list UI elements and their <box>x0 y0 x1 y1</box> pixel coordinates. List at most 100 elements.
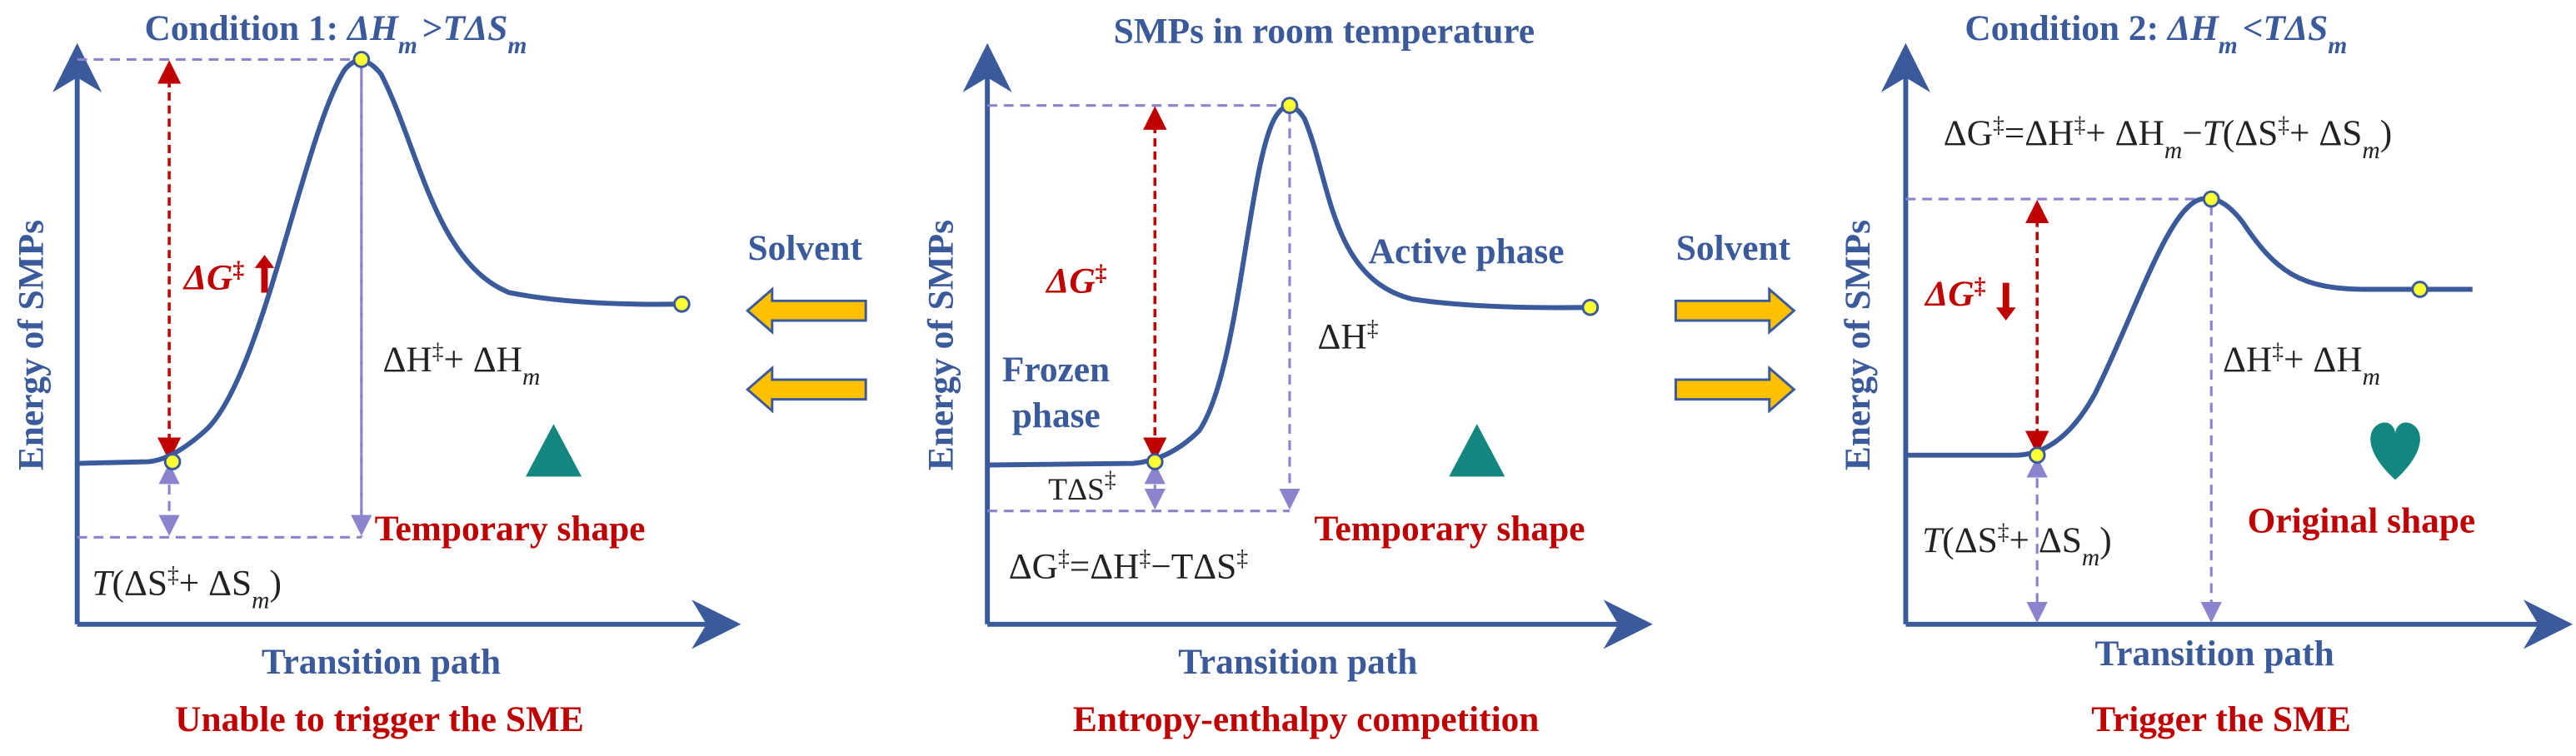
active-phase-label: Active phase <box>1369 231 1565 271</box>
equation: ΔG‡=ΔH‡−TΔS‡ <box>1009 545 1248 587</box>
state-point <box>1281 97 1299 115</box>
text-part: + ΔS <box>2289 113 2362 153</box>
equation: ΔG‡=ΔH‡+ ΔHm−T(ΔS‡+ ΔSm) <box>1944 111 2392 163</box>
text-part: ΔH <box>2223 340 2272 380</box>
shape-label: Temporary shape <box>1315 509 1585 549</box>
x-label: Transition path <box>1178 642 1417 682</box>
frozen-phase-label: Frozen <box>1002 350 1110 390</box>
solvent-label: Solvent <box>1676 228 1791 268</box>
text-part: + ΔH <box>443 340 522 380</box>
increase-arrow <box>254 255 275 293</box>
text-part: ‡ <box>1993 111 2004 137</box>
title: SMPs in room temperature <box>1114 12 1535 52</box>
text-part: ΔG <box>1009 547 1058 587</box>
y-label: Energy of SMPs <box>1838 220 1878 470</box>
text-part: + ΔH <box>2085 113 2164 153</box>
heart-icon <box>2370 422 2420 480</box>
delta-g-label: ΔG‡ <box>1924 272 1986 314</box>
text-part: m <box>2363 364 2380 390</box>
text-part: m <box>252 587 269 614</box>
text-part: ‡ <box>167 561 179 587</box>
text-part: m <box>2362 137 2379 164</box>
title: Condition 2: ΔHm <TΔSm <box>1964 8 2347 59</box>
right-panel: Condition 2: ΔHm <TΔSm Energy of SMPs Tra… <box>1838 8 2574 739</box>
text-part: ) <box>2099 520 2111 560</box>
text-part: T <box>1922 520 1944 560</box>
text-part: > <box>422 8 443 48</box>
text-part: ΔH <box>1317 317 1366 357</box>
text-part: =ΔH <box>1070 547 1140 587</box>
text-part: ) <box>270 563 282 603</box>
decrease-arrow <box>1995 282 2016 321</box>
guide-lines <box>987 104 1290 513</box>
title: Condition 1: ΔHm >TΔSm <box>145 8 527 59</box>
entropy-label: T(ΔS‡+ ΔSm) <box>92 561 282 614</box>
text-part: ΔG <box>1924 274 1974 314</box>
text-part: ΔG <box>1944 113 1993 153</box>
left-panel: Condition 1: ΔHm >TΔSm Energy of SMPs Tra… <box>11 8 741 739</box>
triangle-icon <box>526 424 582 477</box>
text-part: − <box>2182 113 2202 153</box>
state-point <box>2202 190 2220 208</box>
shape-label: Original shape <box>2248 500 2476 540</box>
left-arrow <box>745 286 867 336</box>
text-part: T <box>2203 113 2225 153</box>
text-part: ‡ <box>1974 272 1986 298</box>
entropy-label: T(ΔS‡+ ΔSm) <box>1922 519 2112 572</box>
text-part: + ΔH <box>2284 340 2363 380</box>
text-part: ‡ <box>1058 545 1070 570</box>
text-part: Condition 2: <box>1964 8 2167 48</box>
caption: Unable to trigger the SME <box>175 699 584 739</box>
text-part: m <box>2219 32 2238 59</box>
state-point <box>673 295 691 313</box>
state-point <box>352 51 371 68</box>
text-part: =ΔH <box>2004 113 2074 153</box>
text-part: ΔH <box>346 8 399 48</box>
solvent-label: Solvent <box>748 228 863 268</box>
text-part: ‡ <box>1096 259 1107 285</box>
middle-panel: SMPs in room temperature Energy of SMPs … <box>921 12 1653 739</box>
text-part: ΔG <box>1045 261 1096 301</box>
text-part: m <box>398 32 417 59</box>
text-part: ‡ <box>432 338 444 364</box>
text-part: m <box>2328 32 2347 59</box>
text-part: + ΔS <box>179 563 252 603</box>
text-part: TΔS <box>1048 473 1105 507</box>
text-part: ΔG <box>182 258 233 298</box>
text-part: ‡ <box>2272 338 2284 364</box>
delta-g-label: ΔG‡ <box>1045 259 1107 301</box>
caption: Trigger the SME <box>2091 699 2351 739</box>
text-part: ‡ <box>1367 315 1379 341</box>
caption: Entropy-enthalpy competition <box>1073 699 1540 739</box>
text-part: ) <box>2380 113 2392 153</box>
text-part: (ΔS <box>112 563 167 603</box>
state-point <box>1146 453 1164 470</box>
entropy-label: TΔS‡ <box>1048 465 1116 507</box>
x-label: Transition path <box>2095 634 2334 674</box>
text-part: m <box>522 364 540 390</box>
text-part: T <box>92 563 114 603</box>
text-part: m <box>2082 545 2099 571</box>
delta-g-label: ΔG‡ <box>182 256 245 297</box>
right-arrow <box>1674 365 1796 414</box>
text-part: m <box>507 32 527 59</box>
y-label: Energy of SMPs <box>921 220 961 470</box>
right-arrow <box>1674 286 1796 336</box>
text-part: (ΔS <box>2223 113 2278 153</box>
text-part: −TΔS <box>1151 547 1236 587</box>
text-part: TΔS <box>443 8 508 48</box>
frozen-phase-label: phase <box>1012 395 1101 435</box>
left-arrow <box>745 365 867 414</box>
text-part: ‡ <box>1139 545 1151 570</box>
text-part: ‡ <box>1105 465 1116 491</box>
triangle-icon <box>1449 424 1505 477</box>
state-point <box>1581 298 1600 316</box>
text-part: m <box>2164 137 2182 164</box>
text-part: ‡ <box>1236 545 1248 570</box>
y-label: Energy of SMPs <box>11 220 51 470</box>
text-part: ‡ <box>1998 519 2009 545</box>
text-part: + ΔS <box>2009 520 2082 560</box>
text-part: ‡ <box>2074 111 2086 137</box>
text-part: ΔH <box>2166 8 2219 48</box>
